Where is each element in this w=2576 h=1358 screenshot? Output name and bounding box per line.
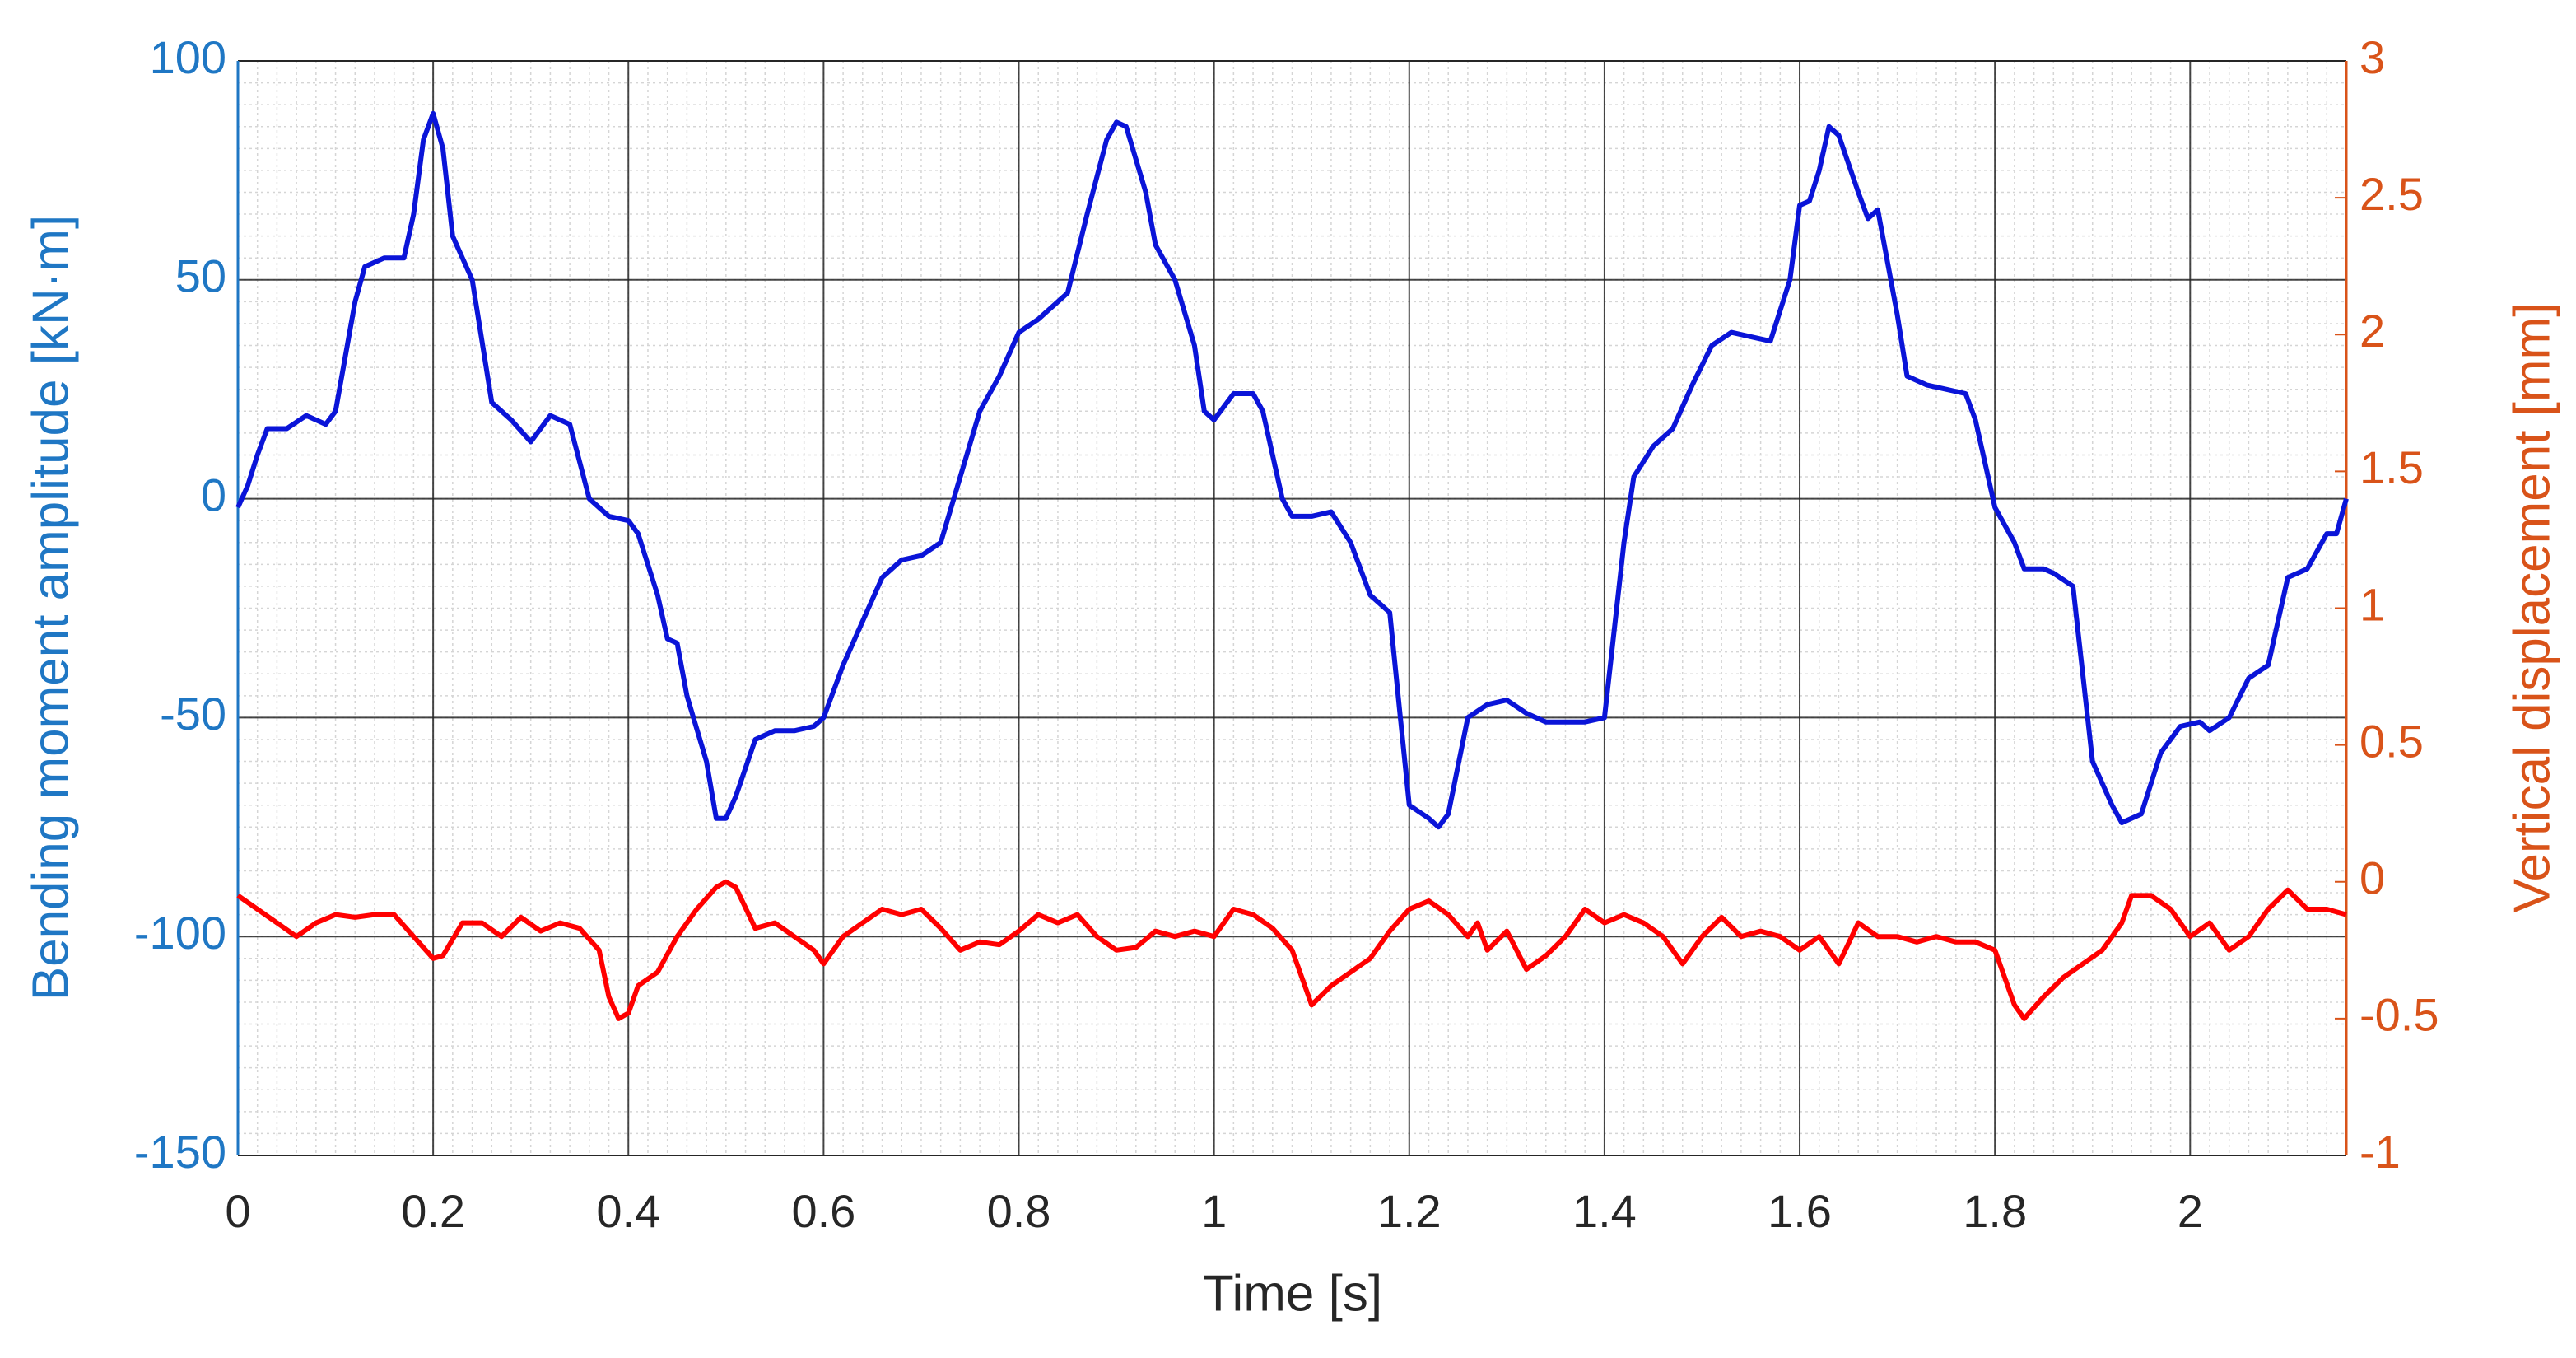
x-tick-label: 1.2 bbox=[1377, 1185, 1442, 1237]
y2-tick-label: 1.5 bbox=[2359, 441, 2424, 493]
data-line bbox=[236, 879, 2347, 1021]
x-tick-label: 1 bbox=[1201, 1185, 1227, 1237]
x-tick-label: 0.6 bbox=[791, 1185, 855, 1237]
y2-tick-label: 2.5 bbox=[2359, 168, 2424, 220]
x-axis-label: Time [s] bbox=[1203, 1265, 1382, 1322]
x-tick-label: 0.2 bbox=[401, 1185, 465, 1237]
y-tick-label: -50 bbox=[160, 688, 226, 740]
y2-tick-label: 0.5 bbox=[2359, 715, 2424, 767]
y-tick-label: -100 bbox=[134, 907, 226, 959]
x-tick-label: 2 bbox=[2178, 1185, 2203, 1237]
x-tick-label: 1.4 bbox=[1572, 1185, 1637, 1237]
y2-tick-label: 1 bbox=[2359, 578, 2385, 630]
y-tick-label: 100 bbox=[150, 31, 226, 83]
data-line bbox=[235, 110, 2349, 830]
x-tick-label: 0.4 bbox=[596, 1185, 660, 1237]
y2-tick-label: 3 bbox=[2359, 31, 2385, 83]
y-axis-label: Bending moment amplitude [kN·m] bbox=[22, 215, 79, 1001]
y2-tick-label: 2 bbox=[2359, 305, 2385, 357]
x-tick-label: 1.8 bbox=[1963, 1185, 2027, 1237]
x-tick-label: 0.8 bbox=[987, 1185, 1051, 1237]
y2-axis-label: Vertical displacement [mm] bbox=[2504, 303, 2560, 913]
y-tick-label: -150 bbox=[134, 1126, 226, 1178]
y2-tick-label: -0.5 bbox=[2359, 989, 2439, 1041]
y-tick-label: 0 bbox=[201, 469, 226, 520]
y2-tick-label: -1 bbox=[2359, 1126, 2401, 1178]
x-tick-label: 0 bbox=[225, 1185, 250, 1237]
y-tick-label: 50 bbox=[175, 250, 226, 302]
x-tick-label: 1.6 bbox=[1768, 1185, 1832, 1237]
y2-tick-label: 0 bbox=[2359, 852, 2385, 904]
